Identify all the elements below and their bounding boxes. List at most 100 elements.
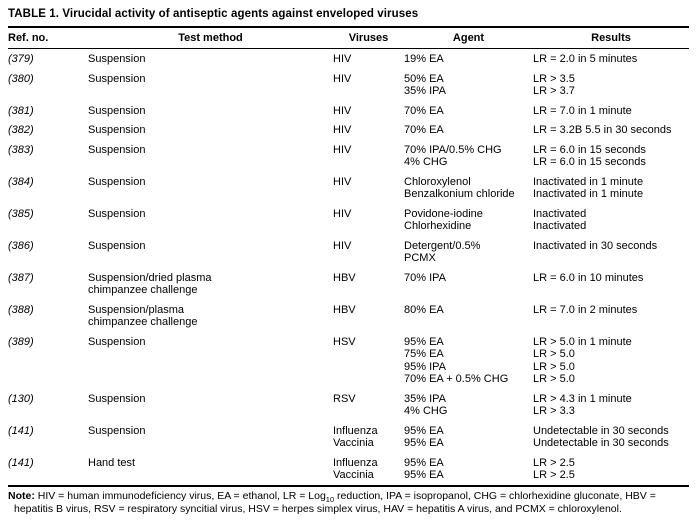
test-method-cell-line: Suspension [88, 104, 146, 117]
viruses-cell: HIV [333, 73, 404, 98]
ref-no-cell: (382) [8, 124, 88, 137]
top-rule [8, 26, 689, 28]
viruses-cell: Influenza Vaccinia [333, 425, 404, 450]
results-cell-line: LR > 5.0 [533, 360, 575, 373]
ref-no-cell-line: (379) [8, 53, 34, 65]
test-method-cell-line: chimpanzee challenge [88, 284, 198, 296]
results-cell-line: LR > 2.5 [533, 456, 575, 469]
test-method-cell: Suspension [88, 240, 333, 265]
test-method-cell-line: Suspension [88, 143, 146, 156]
results-cell-line: LR = 7.0 in 2 minutes [533, 303, 638, 316]
table-row: (379) Suspension HIV 19% EA LR = 2.0 in 5 mi… [8, 53, 689, 66]
note-label: Note: [8, 489, 35, 502]
agent-cell-line: 4% CHG [404, 156, 448, 168]
table-row: (387) Suspension/dried plasma chimpanzee c… [8, 272, 689, 297]
ref-no-cell: (389) [8, 336, 88, 386]
agent-cell-line: 70% EA + 0.5% CHG [404, 373, 509, 385]
agent-cell-line: PCMX [404, 252, 436, 264]
table-row: (381) Suspension HIV 70% EA LR = 7.0 in 1 mi… [8, 105, 689, 118]
table-body: (379) Suspension HIV 19% EA LR = 2.0 in 5 mi… [8, 49, 689, 482]
viruses-cell: HIV [333, 144, 404, 169]
test-method-cell-line: Suspension/plasma [88, 303, 185, 316]
viruses-cell-line: HIV [333, 207, 352, 220]
bottom-rule [8, 484, 689, 487]
results-cell-line: LR = 7.0 in 1 minute [533, 104, 632, 117]
results-cell: LR = 2.0 in 5 minutes [533, 53, 689, 66]
results-cell: Inactivated Inactivated [533, 208, 689, 233]
viruses-cell-line: RSV [333, 392, 356, 405]
viruses-cell-line: Influenza [333, 456, 378, 469]
agent-cell: Povidone-iodine Chlorhexidine [404, 208, 533, 233]
results-cell: LR = 3.2B 5.5 in 30 seconds [533, 124, 689, 137]
agent-cell-line: 95% EA [404, 456, 444, 469]
table-title: TABLE 1. Virucidal activity of antisepti… [8, 8, 419, 20]
agent-cell-line: 95% EA [404, 424, 444, 437]
table-row: (130) Suspension RSV 35% IPA 4% CHG LR > 4.3 … [8, 393, 689, 418]
results-cell-line: Inactivated [533, 220, 587, 232]
results-cell-line: LR > 3.7 [533, 85, 575, 97]
results-cell-line: LR = 2.0 in 5 minutes [533, 53, 638, 65]
results-cell-line: LR > 3.5 [533, 72, 575, 85]
viruses-cell-line: HIV [333, 124, 352, 136]
test-method-cell: Hand test [88, 457, 333, 482]
test-method-cell-line: Suspension [88, 424, 146, 437]
viruses-cell-line: HIV [333, 72, 352, 85]
agent-cell-line: 50% EA [404, 72, 444, 85]
agent-cell: 70% EA [404, 105, 533, 118]
table-row: (380) Suspension HIV 50% EA 35% IPA LR > 3.5 L… [8, 73, 689, 98]
test-method-cell-line: chimpanzee challenge [88, 316, 198, 328]
results-cell-line: LR = 3.2B 5.5 in 30 seconds [533, 124, 672, 136]
agent-cell-line: Chlorhexidine [404, 220, 472, 232]
test-method-cell-line: Suspension [88, 72, 146, 85]
results-cell: LR > 5.0 in 1 minute LR > 5.0 LR > 5.0 LR >… [533, 336, 689, 386]
viruses-cell-line: Vaccinia [333, 437, 374, 449]
table-row: (382) Suspension HIV 70% EA LR = 3.2B 5.5 in… [8, 124, 689, 137]
agent-cell: 95% EA 75% EA 95% IPA 70% EA + 0.5% CHG [404, 336, 533, 386]
ref-no-cell-line: (389) [8, 335, 34, 348]
agent-cell: Chloroxylenol Benzalkonium chloride [404, 176, 533, 201]
test-method-cell: Suspension [88, 105, 333, 118]
ref-no-cell-line: (386) [8, 239, 34, 252]
test-method-cell-line: Suspension [88, 175, 146, 188]
test-method-cell-line: Hand test [88, 456, 136, 469]
results-cell-line: Inactivated in 1 minute [533, 188, 644, 200]
viruses-cell: HIV [333, 53, 404, 66]
results-cell: Inactivated in 30 seconds [533, 240, 689, 265]
test-method-cell-line: Suspension/dried plasma [88, 271, 212, 284]
viruses-cell: HSV [333, 336, 404, 386]
note-log-subscript: 10 [325, 494, 335, 504]
ref-no-cell: (384) [8, 176, 88, 201]
results-cell-line: Undetectable in 30 seconds [533, 424, 669, 437]
test-method-cell: Suspension [88, 124, 333, 137]
test-method-cell: Suspension [88, 53, 333, 66]
results-cell: LR = 6.0 in 10 minutes [533, 272, 689, 297]
test-method-cell: Suspension [88, 393, 333, 418]
agent-cell-line: 95% EA [404, 437, 444, 449]
results-cell: LR > 4.3 in 1 minute LR > 3.3 [533, 393, 689, 418]
table-header-row: Ref. no. Test method Viruses Agent Resul… [8, 28, 689, 48]
viruses-cell-line: HIV [333, 143, 352, 156]
agent-cell: 70% IPA/0.5% CHG 4% CHG [404, 144, 533, 169]
ref-no-cell: (385) [8, 208, 88, 233]
ref-no-cell-line: (141) [8, 456, 34, 469]
test-method-cell: Suspension [88, 336, 333, 386]
agent-cell-line: Povidone-iodine [404, 207, 483, 220]
results-cell-line: Inactivated in 30 seconds [533, 239, 658, 252]
results-cell: LR = 7.0 in 2 minutes [533, 304, 689, 329]
agent-cell-line: 95% IPA [404, 360, 446, 373]
table-row: (384) Suspension HIV Chloroxylenol Benzalkon… [8, 176, 689, 201]
agent-cell-line: 80% EA [404, 303, 444, 316]
table-row: (388) Suspension/plasma chimpanzee challen… [8, 304, 689, 329]
test-method-cell: Suspension/dried plasma chimpanzee challe… [88, 272, 333, 297]
agent-cell: 35% IPA 4% CHG [404, 393, 533, 418]
agent-cell: 95% EA 95% EA [404, 425, 533, 450]
agent-cell-line: 70% IPA [404, 271, 446, 284]
table-row: (386) Suspension HIV Detergent/0.5% PCMX Inac… [8, 240, 689, 265]
ref-no-cell-line: (384) [8, 175, 34, 188]
viruses-cell: RSV [333, 393, 404, 418]
agent-cell-line: 35% IPA [404, 392, 446, 405]
ref-no-cell: (141) [8, 457, 88, 482]
agent-cell-line: 95% EA [404, 469, 444, 481]
ref-no-cell-line: (385) [8, 207, 34, 220]
ref-no-cell: (130) [8, 393, 88, 418]
